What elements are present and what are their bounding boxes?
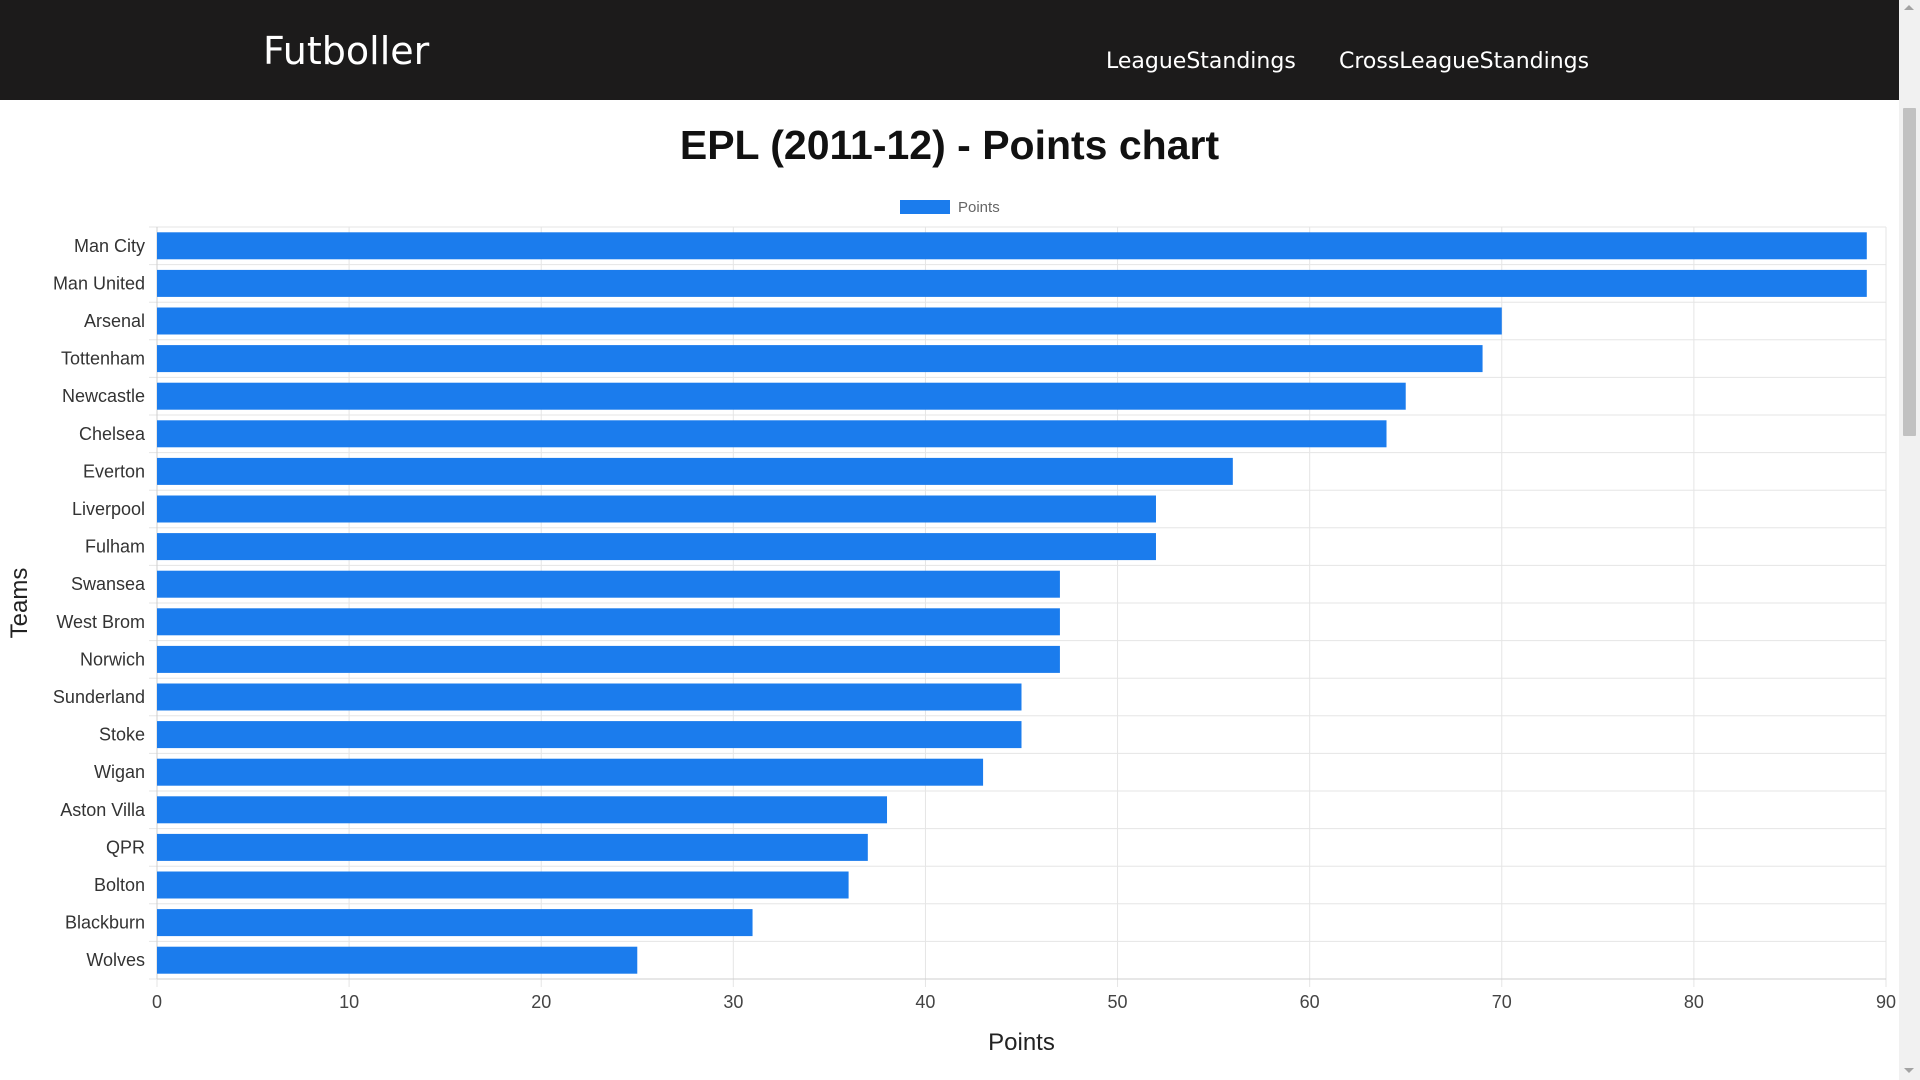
x-tick-label: 50 (1108, 992, 1128, 1012)
y-tick-label: Newcastle (62, 386, 145, 406)
scrollbar-thumb[interactable] (1903, 108, 1916, 436)
bar-qpr (157, 833, 868, 861)
y-tick-label: Fulham (85, 537, 145, 557)
x-tick-label: 90 (1876, 992, 1896, 1012)
x-axis-title: Points (988, 1029, 1055, 1056)
y-tick-label: Wolves (86, 950, 145, 970)
x-tick-label: 60 (1300, 992, 1320, 1012)
y-tick-label: Blackburn (65, 913, 145, 933)
scroll-up-icon[interactable] (1904, 5, 1914, 10)
legend-label: Points (958, 199, 1000, 216)
bar-man-city (157, 232, 1867, 260)
bar-chelsea (157, 420, 1387, 448)
y-tick-label: West Brom (56, 612, 145, 632)
y-axis-title: Teams (6, 568, 33, 639)
y-tick-label: Norwich (80, 649, 145, 669)
navbar: Futboller LeagueStandings CrossLeagueSta… (0, 0, 1899, 100)
y-tick-label: Man United (53, 273, 145, 293)
y-tick-label: Bolton (94, 875, 145, 895)
bar-norwich (157, 645, 1060, 673)
bar-everton (157, 457, 1233, 485)
y-tick-label: Everton (83, 461, 145, 481)
bar-wigan (157, 758, 984, 786)
y-tick-label: Stoke (99, 725, 145, 745)
y-tick-label: Sunderland (53, 687, 145, 707)
y-tick-label: Liverpool (72, 499, 145, 519)
bar-west-brom (157, 608, 1060, 636)
bar-wolves (157, 946, 638, 974)
bar-tottenham (157, 345, 1483, 373)
brand-link[interactable]: Futboller (263, 29, 430, 73)
x-tick-label: 10 (339, 992, 359, 1012)
bar-arsenal (157, 307, 1502, 335)
y-tick-label: Aston Villa (60, 800, 146, 820)
bar-bolton (157, 871, 849, 899)
bar-fulham (157, 533, 1156, 561)
y-tick-label: Arsenal (84, 311, 145, 331)
y-tick-label: Wigan (94, 762, 145, 782)
bar-blackburn (157, 909, 753, 937)
bar-aston-villa (157, 796, 888, 824)
x-tick-label: 0 (152, 992, 162, 1012)
y-tick-label: QPR (106, 837, 145, 857)
y-tick-label: Swansea (71, 574, 146, 594)
y-tick-label: Chelsea (79, 424, 146, 444)
nav-link-cross-league-standings[interactable]: CrossLeagueStandings (1339, 49, 1590, 74)
bar-liverpool (157, 495, 1156, 523)
y-tick-label: Tottenham (61, 349, 145, 369)
x-tick-label: 80 (1684, 992, 1704, 1012)
y-tick-label: Man City (74, 236, 145, 256)
scroll-down-icon[interactable] (1904, 1068, 1914, 1073)
bar-newcastle (157, 382, 1406, 410)
bar-man-united (157, 269, 1867, 297)
x-tick-label: 40 (915, 992, 935, 1012)
bar-stoke (157, 721, 1022, 749)
bar-swansea (157, 570, 1060, 598)
x-tick-label: 20 (531, 992, 551, 1012)
x-tick-label: 30 (723, 992, 743, 1012)
bar-sunderland (157, 683, 1022, 711)
x-tick-label: 70 (1492, 992, 1512, 1012)
nav-link-league-standings[interactable]: LeagueStandings (1106, 49, 1296, 74)
legend-swatch (900, 200, 950, 214)
chart-title: EPL (2011-12) - Points chart (679, 122, 1220, 168)
vertical-scrollbar[interactable] (1899, 0, 1920, 1080)
